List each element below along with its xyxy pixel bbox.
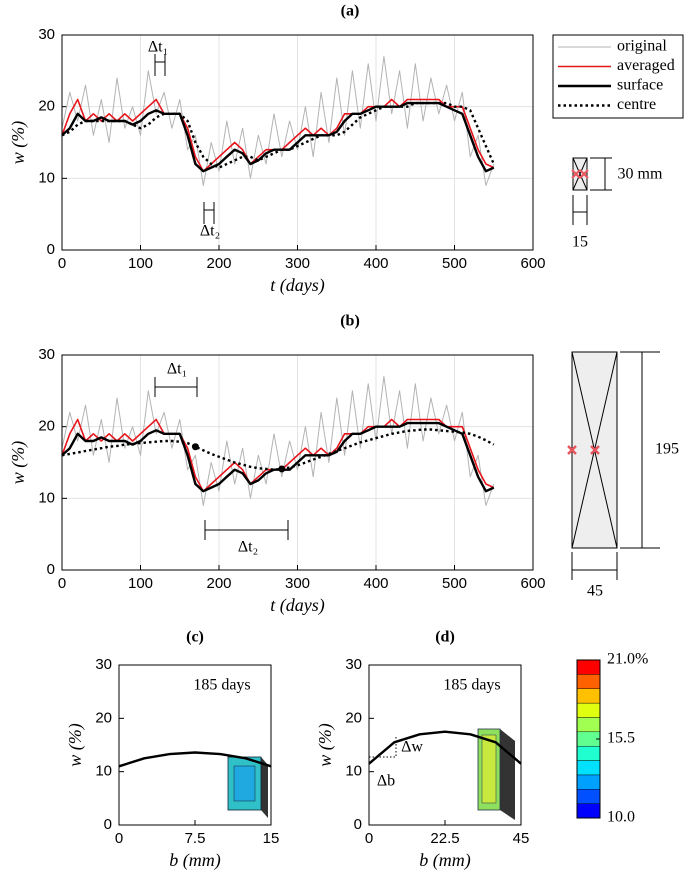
annotation: 195 [655,441,679,458]
legend-label: surface [617,77,663,94]
x-tick-label: 0 [115,830,123,847]
x-tick-label: 600 [520,575,545,592]
y-tick-label: 30 [345,656,362,673]
x-tick-label: 400 [363,255,388,272]
plot-frame [61,34,534,251]
y-tick-label: 0 [47,241,55,258]
y-tick-label: 20 [38,98,55,115]
annotation: Δt₁ [167,361,187,378]
x-tick-label: 600 [520,255,545,272]
y-tick-label: 30 [95,656,112,673]
series-line [61,376,495,506]
x-tick-label: 7.5 [185,830,206,847]
x-tick-label: 200 [206,575,231,592]
marker [191,443,199,451]
annotation: Δt₁ [148,39,168,56]
y-axis-label: w (%) [8,441,29,485]
series-line [118,751,272,768]
annotation: 185 days [443,677,500,694]
chart-title: (a) [341,3,360,20]
plot-frame [118,664,272,826]
x-axis-label: b (mm) [419,850,471,871]
colorbar-block [576,789,601,804]
legend-box [552,34,684,119]
inset-c [227,756,268,818]
x-axis-label: t (days) [270,275,324,296]
x-tick-label: 0 [58,575,66,592]
y-tick-label: 0 [47,561,55,578]
x-tick-label: 22.5 [430,830,459,847]
x-axis-label: t (days) [270,595,324,616]
x-tick-label: 300 [285,575,310,592]
x-tick-label: 400 [363,575,388,592]
y-tick-label: 30 [38,26,55,43]
series-line [61,428,495,471]
x-tick-label: 500 [442,255,467,272]
annotation: Δt₂ [238,539,258,556]
colorbar-label: 10.0 [607,809,635,826]
x-tick-label: 200 [206,255,231,272]
colorbar-block [576,688,601,704]
annotation: Δw [401,739,423,756]
y-tick-label: 20 [38,418,55,435]
inset-d [477,728,515,820]
colorbar-block [576,659,601,675]
x-tick-label: 100 [128,575,153,592]
x-tick-label: 0 [58,255,66,272]
y-tick-label: 0 [354,816,362,833]
colorbar-block [576,702,601,718]
y-tick-label: 20 [95,709,112,726]
colorbar-block [576,674,601,689]
y-tick-label: 10 [38,489,55,506]
x-axis-label: b (mm) [169,850,221,871]
colorbar-label: 15.5 [607,730,635,747]
chart-title: (b) [340,313,360,330]
x-tick-label: 100 [128,255,153,272]
y-tick-label: 10 [95,763,112,780]
x-tick-label: 45 [513,830,530,847]
y-tick-label: 10 [38,169,55,186]
legend-label: averaged [617,57,675,74]
chart-title: (c) [186,629,204,646]
series-line [61,101,495,169]
y-tick-label: 10 [345,763,362,780]
chart-title: (d) [435,629,455,646]
annotation: Δb [377,773,395,790]
annotation: 45 [587,583,603,600]
plot-frame [368,664,522,826]
annotation: 30 mm [618,166,663,183]
plot-frame [61,354,534,571]
dim-line [369,737,397,758]
colorbar-label: 21.0% [607,651,648,668]
colorbar-block [576,774,601,790]
marker [278,465,286,473]
x-tick-label: 300 [285,255,310,272]
colorbar-block [576,760,601,776]
series-line [368,730,522,765]
y-tick-label: 30 [38,346,55,363]
annotation: 15 [572,234,588,251]
legend-label: centre [617,96,656,113]
section-a [571,157,612,225]
legend-label: original [617,38,667,55]
section-b [567,351,660,580]
colorbar-block [576,745,601,761]
annotation: 185 days [193,677,250,694]
colorbar-block [576,717,601,733]
y-axis-label: w (%) [65,723,86,767]
y-axis-label: w (%) [8,121,29,165]
x-tick-label: 500 [442,575,467,592]
series-line [61,56,495,186]
x-tick-label: 15 [263,830,280,847]
x-tick-label: 0 [365,830,373,847]
y-tick-label: 0 [104,816,112,833]
colorbar-block [576,803,601,819]
annotation: Δt₂ [200,223,220,240]
y-tick-label: 20 [345,709,362,726]
y-axis-label: w (%) [315,723,336,767]
